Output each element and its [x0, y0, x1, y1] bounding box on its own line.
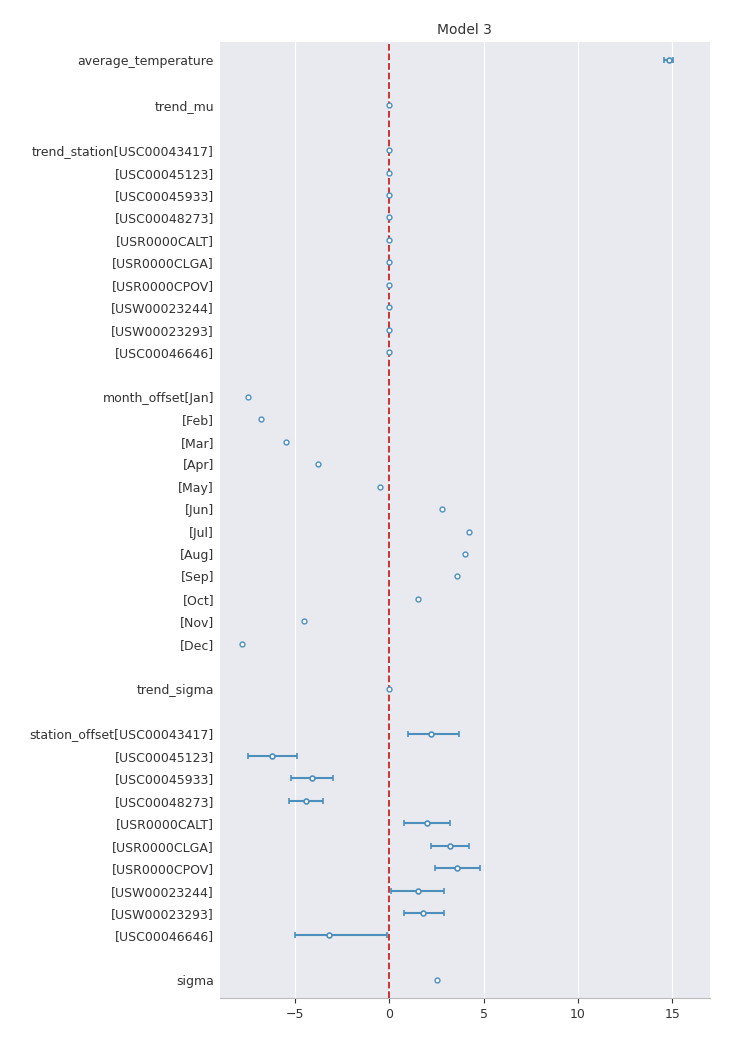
Title: Model 3: Model 3 — [438, 23, 492, 37]
